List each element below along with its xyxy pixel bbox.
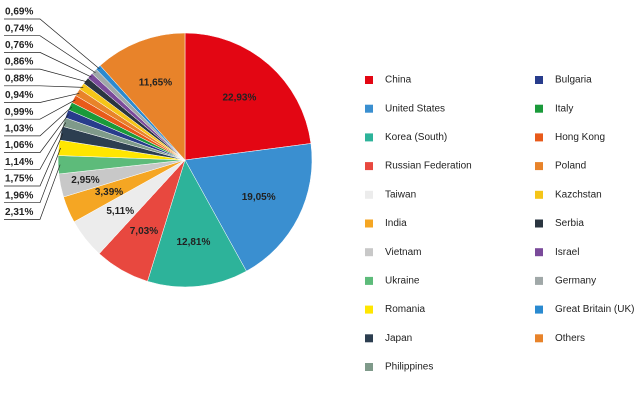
value-label: 0,76% bbox=[5, 40, 33, 51]
legend-label: Romania bbox=[385, 304, 425, 315]
value-label: 0,94% bbox=[5, 90, 33, 101]
pie-slice bbox=[147, 159, 247, 288]
leader-line bbox=[4, 114, 69, 153]
legend-swatch bbox=[365, 133, 373, 142]
legend-swatch bbox=[535, 76, 543, 84]
legend-label: Korea (South) bbox=[385, 132, 447, 143]
value-label: 1,14% bbox=[5, 157, 33, 168]
leader-line bbox=[4, 85, 84, 88]
legend-swatch bbox=[365, 276, 373, 285]
value-label: 5,11% bbox=[106, 206, 134, 217]
legend-label: China bbox=[385, 75, 412, 86]
pie-slice bbox=[184, 32, 312, 161]
value-label: 22,93% bbox=[222, 93, 256, 104]
legend-label: India bbox=[385, 218, 407, 229]
legend-swatch bbox=[365, 162, 373, 171]
legend-swatch bbox=[365, 190, 373, 199]
value-label: 2,31% bbox=[5, 207, 33, 218]
legend-swatch bbox=[365, 305, 373, 314]
pie-slice bbox=[99, 32, 186, 161]
leader-line bbox=[4, 18, 100, 70]
legend-label: Vietnam bbox=[385, 247, 422, 258]
legend-label: Hong Kong bbox=[555, 132, 605, 143]
value-label: 3,39% bbox=[95, 187, 123, 198]
legend-label: Kazchstan bbox=[555, 189, 602, 200]
leader-line bbox=[4, 122, 67, 170]
legend-label: Serbia bbox=[555, 218, 584, 229]
legend-label: Ukraine bbox=[385, 276, 420, 287]
legend-swatch bbox=[535, 248, 543, 257]
legend-swatch bbox=[365, 76, 373, 84]
legend-label: Israel bbox=[555, 247, 579, 258]
value-label: 2,95% bbox=[71, 175, 99, 186]
value-label: 1,03% bbox=[5, 124, 33, 135]
value-label: 1,06% bbox=[5, 140, 33, 151]
leader-line bbox=[4, 52, 92, 78]
legend-swatch bbox=[365, 219, 373, 228]
leader-line bbox=[4, 133, 64, 187]
legend-swatch bbox=[535, 133, 543, 142]
legend-label: Germany bbox=[555, 276, 596, 287]
leader-line bbox=[4, 99, 76, 120]
leader-line bbox=[4, 106, 73, 137]
value-label: 0,74% bbox=[5, 23, 33, 34]
value-label: 1,96% bbox=[5, 190, 33, 201]
legend-swatch bbox=[535, 190, 543, 199]
leader-line bbox=[4, 147, 61, 204]
value-label: 0,99% bbox=[5, 107, 33, 118]
legend-label: Bulgaria bbox=[555, 75, 592, 86]
legend-label: Italy bbox=[555, 103, 573, 114]
value-label: 0,88% bbox=[5, 73, 33, 84]
legend-label: Russian Federation bbox=[385, 161, 472, 172]
leader-line bbox=[4, 164, 61, 220]
legend-swatch bbox=[365, 248, 373, 257]
legend-swatch bbox=[535, 104, 543, 113]
value-label: 0,69% bbox=[5, 7, 33, 18]
value-label: 0,86% bbox=[5, 57, 33, 68]
legend-label: Japan bbox=[385, 333, 412, 344]
legend-label: Philippines bbox=[385, 362, 433, 373]
legend-swatch bbox=[535, 305, 543, 314]
leader-line bbox=[4, 92, 80, 103]
legend-label: Great Britain (UK) bbox=[555, 304, 634, 315]
value-label: 12,81% bbox=[176, 237, 210, 248]
legend-swatch bbox=[535, 334, 543, 343]
legend-swatch bbox=[365, 104, 373, 113]
pie-slice bbox=[184, 143, 313, 272]
legend-label: Others bbox=[555, 333, 585, 344]
legend-swatch bbox=[365, 363, 373, 371]
legend-swatch bbox=[535, 162, 543, 171]
value-label: 1,75% bbox=[5, 174, 33, 185]
legend-swatch bbox=[535, 276, 543, 285]
value-label: 7,03% bbox=[130, 226, 158, 237]
value-label: 11,65% bbox=[139, 78, 172, 89]
legend-swatch bbox=[535, 219, 543, 228]
leader-line bbox=[4, 35, 96, 74]
value-label: 19,05% bbox=[242, 192, 276, 203]
legend-label: Poland bbox=[555, 161, 586, 172]
legend-label: United States bbox=[385, 103, 445, 114]
leader-line bbox=[4, 68, 88, 83]
legend-swatch bbox=[365, 334, 373, 343]
legend-label: Taiwan bbox=[385, 189, 416, 200]
